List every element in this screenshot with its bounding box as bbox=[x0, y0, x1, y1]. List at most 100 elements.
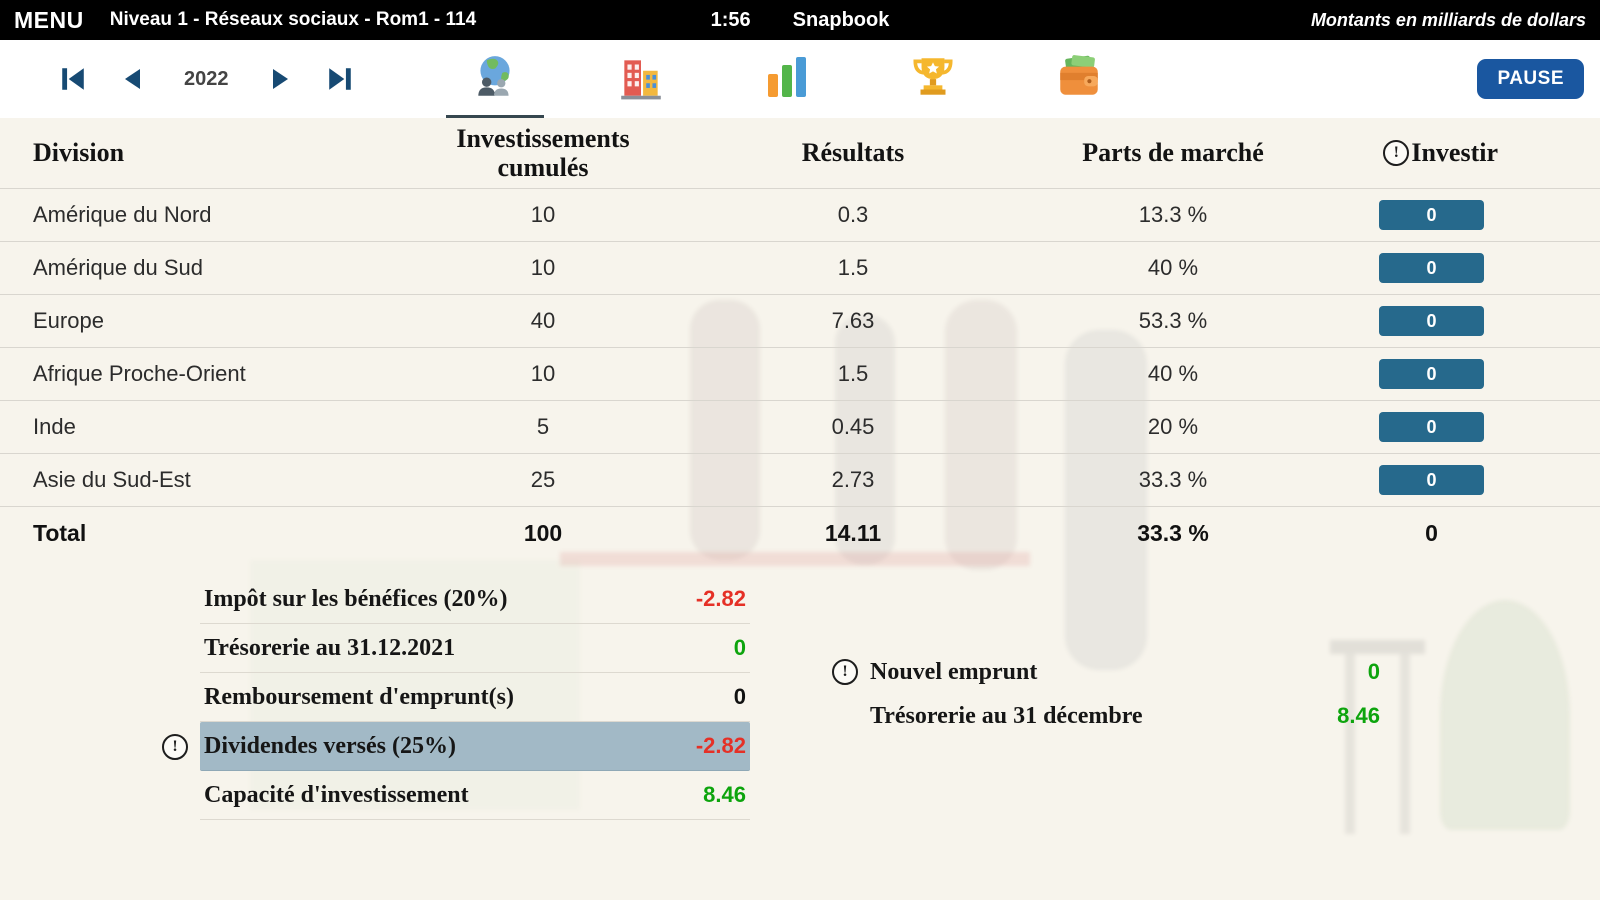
bar-chart-icon bbox=[763, 53, 811, 106]
buildings-icon bbox=[616, 52, 666, 107]
division-name: Inde bbox=[33, 414, 76, 439]
invest-input[interactable]: 0 bbox=[1379, 465, 1484, 495]
wallet-icon bbox=[1054, 52, 1104, 107]
trophy-icon bbox=[908, 52, 958, 107]
summary-value: 0 bbox=[1367, 659, 1380, 684]
total-invested: 100 bbox=[523, 519, 563, 546]
table-row: Amérique du Nord 10 0.3 13.3 % 0 bbox=[0, 188, 1600, 241]
units-note: Montants en milliards de dollars bbox=[1310, 9, 1586, 30]
division-name: Asie du Sud-Est bbox=[33, 467, 191, 492]
header-invest-label: Investir bbox=[1411, 138, 1498, 168]
table-row: Amérique du Sud 10 1.5 40 % 0 bbox=[0, 241, 1600, 294]
header-invest: ! Investir bbox=[1313, 138, 1550, 167]
summary-row-loan-repayment: Remboursement d'emprunt(s) 0 bbox=[150, 673, 750, 722]
summary-row-dividends: ! Dividendes versés (25%) -2.82 bbox=[150, 722, 750, 771]
invested-value: 10 bbox=[530, 255, 556, 280]
tab-company-buildings[interactable] bbox=[614, 40, 668, 118]
division-name: Amérique du Nord bbox=[33, 202, 212, 227]
summary-value: 0 bbox=[733, 684, 746, 709]
summary-label: Capacité d'investissement bbox=[204, 781, 469, 808]
year-navigation: 2022 bbox=[58, 40, 355, 118]
timer-value: 1:56 bbox=[710, 8, 751, 31]
summary-label: Dividendes versés (25%) bbox=[204, 732, 456, 759]
menu-button[interactable]: MENU bbox=[14, 6, 84, 33]
tab-results-chart[interactable] bbox=[760, 40, 814, 118]
summary-value: -2.82 bbox=[695, 586, 746, 611]
invested-value: 5 bbox=[536, 414, 550, 439]
info-icon[interactable]: ! bbox=[832, 659, 858, 685]
market-share-value: 40 % bbox=[1147, 361, 1199, 386]
invested-value: 10 bbox=[530, 202, 556, 227]
invest-input[interactable]: 0 bbox=[1379, 253, 1484, 283]
invested-value: 25 bbox=[530, 467, 556, 492]
invest-input[interactable]: 0 bbox=[1379, 200, 1484, 230]
divisions-table: Division Investissements cumulés Résulta… bbox=[0, 118, 1600, 559]
invest-input[interactable]: 0 bbox=[1379, 359, 1484, 389]
last-year-button[interactable] bbox=[325, 64, 355, 94]
previous-year-button[interactable] bbox=[118, 64, 148, 94]
summary-row-investment-capacity: Capacité d'investissement 8.46 bbox=[150, 771, 750, 820]
current-year: 2022 bbox=[184, 67, 229, 90]
tab-ranking-trophy[interactable] bbox=[906, 40, 960, 118]
summary-label: Trésorerie au 31.12.2021 bbox=[204, 634, 456, 661]
loan-summary: ! Nouvel emprunt 0 Trésorerie au 31 déce… bbox=[820, 650, 1380, 738]
market-share-value: 13.3 % bbox=[1138, 202, 1208, 227]
header-invested: Investissements cumulés bbox=[456, 123, 630, 182]
table-row: Afrique Proche-Orient 10 1.5 40 % 0 bbox=[0, 347, 1600, 400]
total-market-share: 33.3 % bbox=[1137, 519, 1209, 546]
next-year-button[interactable] bbox=[265, 64, 295, 94]
tab-divisions-world[interactable] bbox=[446, 40, 544, 118]
summary-row-cash-december: Trésorerie au 31 décembre 8.46 bbox=[820, 694, 1380, 738]
summary-label: Remboursement d'emprunt(s) bbox=[204, 683, 514, 710]
view-tabs bbox=[446, 40, 1106, 118]
level-title: Niveau 1 - Réseaux sociaux - Rom1 - 114 bbox=[109, 9, 477, 30]
clock-area: 1:56 Snapbook bbox=[711, 9, 890, 32]
table-total-row: Total 100 14.11 33.3 % 0 bbox=[0, 506, 1600, 559]
total-results: 14.11 bbox=[824, 519, 882, 546]
division-name: Europe bbox=[33, 308, 104, 333]
total-invest: 0 bbox=[1425, 519, 1438, 546]
summary-label: Trésorerie au 31 décembre bbox=[870, 702, 1143, 729]
header-division: Division bbox=[33, 138, 125, 168]
summary-value: 8.46 bbox=[703, 782, 746, 807]
market-share-value: 40 % bbox=[1147, 255, 1199, 280]
summary-label: Impôt sur les bénéfices (20%) bbox=[204, 585, 508, 612]
info-icon[interactable]: ! bbox=[162, 733, 188, 760]
invested-value: 10 bbox=[530, 361, 556, 386]
summary-row-cash-previous: Trésorerie au 31.12.2021 0 bbox=[150, 624, 750, 673]
table-row: Europe 40 7.63 53.3 % 0 bbox=[0, 294, 1600, 347]
summary-row-tax: Impôt sur les bénéfices (20%) -2.82 bbox=[150, 575, 750, 624]
table-header: Division Investissements cumulés Résulta… bbox=[0, 118, 1600, 188]
header-results: Résultats bbox=[801, 138, 905, 168]
market-share-value: 33.3 % bbox=[1138, 467, 1208, 492]
first-year-button[interactable] bbox=[58, 64, 88, 94]
invest-input[interactable]: 0 bbox=[1379, 306, 1484, 336]
top-bar: MENU Niveau 1 - Réseaux sociaux - Rom1 -… bbox=[0, 0, 1600, 40]
results-value: 0.45 bbox=[831, 414, 875, 439]
info-icon[interactable]: ! bbox=[1383, 139, 1410, 166]
invest-input[interactable]: 0 bbox=[1379, 412, 1484, 442]
results-value: 1.5 bbox=[837, 255, 869, 280]
pause-button[interactable]: PAUSE bbox=[1477, 59, 1584, 99]
table-row: Asie du Sud-Est 25 2.73 33.3 % 0 bbox=[0, 453, 1600, 506]
results-value: 1.5 bbox=[837, 361, 869, 386]
tab-finance-wallet[interactable] bbox=[1052, 40, 1106, 118]
summary-value: 0 bbox=[733, 635, 746, 660]
market-share-value: 20 % bbox=[1147, 414, 1199, 439]
summary-value: 8.46 bbox=[1337, 703, 1380, 728]
cash-summary: Impôt sur les bénéfices (20%) -2.82 Trés… bbox=[150, 575, 750, 820]
division-name: Afrique Proche-Orient bbox=[33, 361, 246, 386]
header-market-share: Parts de marché bbox=[1082, 138, 1264, 168]
results-value: 7.63 bbox=[831, 308, 875, 333]
company-name: Snapbook bbox=[792, 8, 890, 31]
world-team-icon bbox=[470, 52, 520, 107]
market-share-value: 53.3 % bbox=[1138, 308, 1208, 333]
invested-value: 40 bbox=[530, 308, 556, 333]
summary-label: Nouvel emprunt bbox=[870, 658, 1038, 685]
toolbar: 2022 bbox=[0, 40, 1600, 118]
results-value: 0.3 bbox=[837, 202, 869, 227]
total-label: Total bbox=[33, 519, 87, 546]
division-name: Amérique du Sud bbox=[33, 255, 203, 280]
summary-row-new-loan: ! Nouvel emprunt 0 bbox=[820, 650, 1380, 694]
